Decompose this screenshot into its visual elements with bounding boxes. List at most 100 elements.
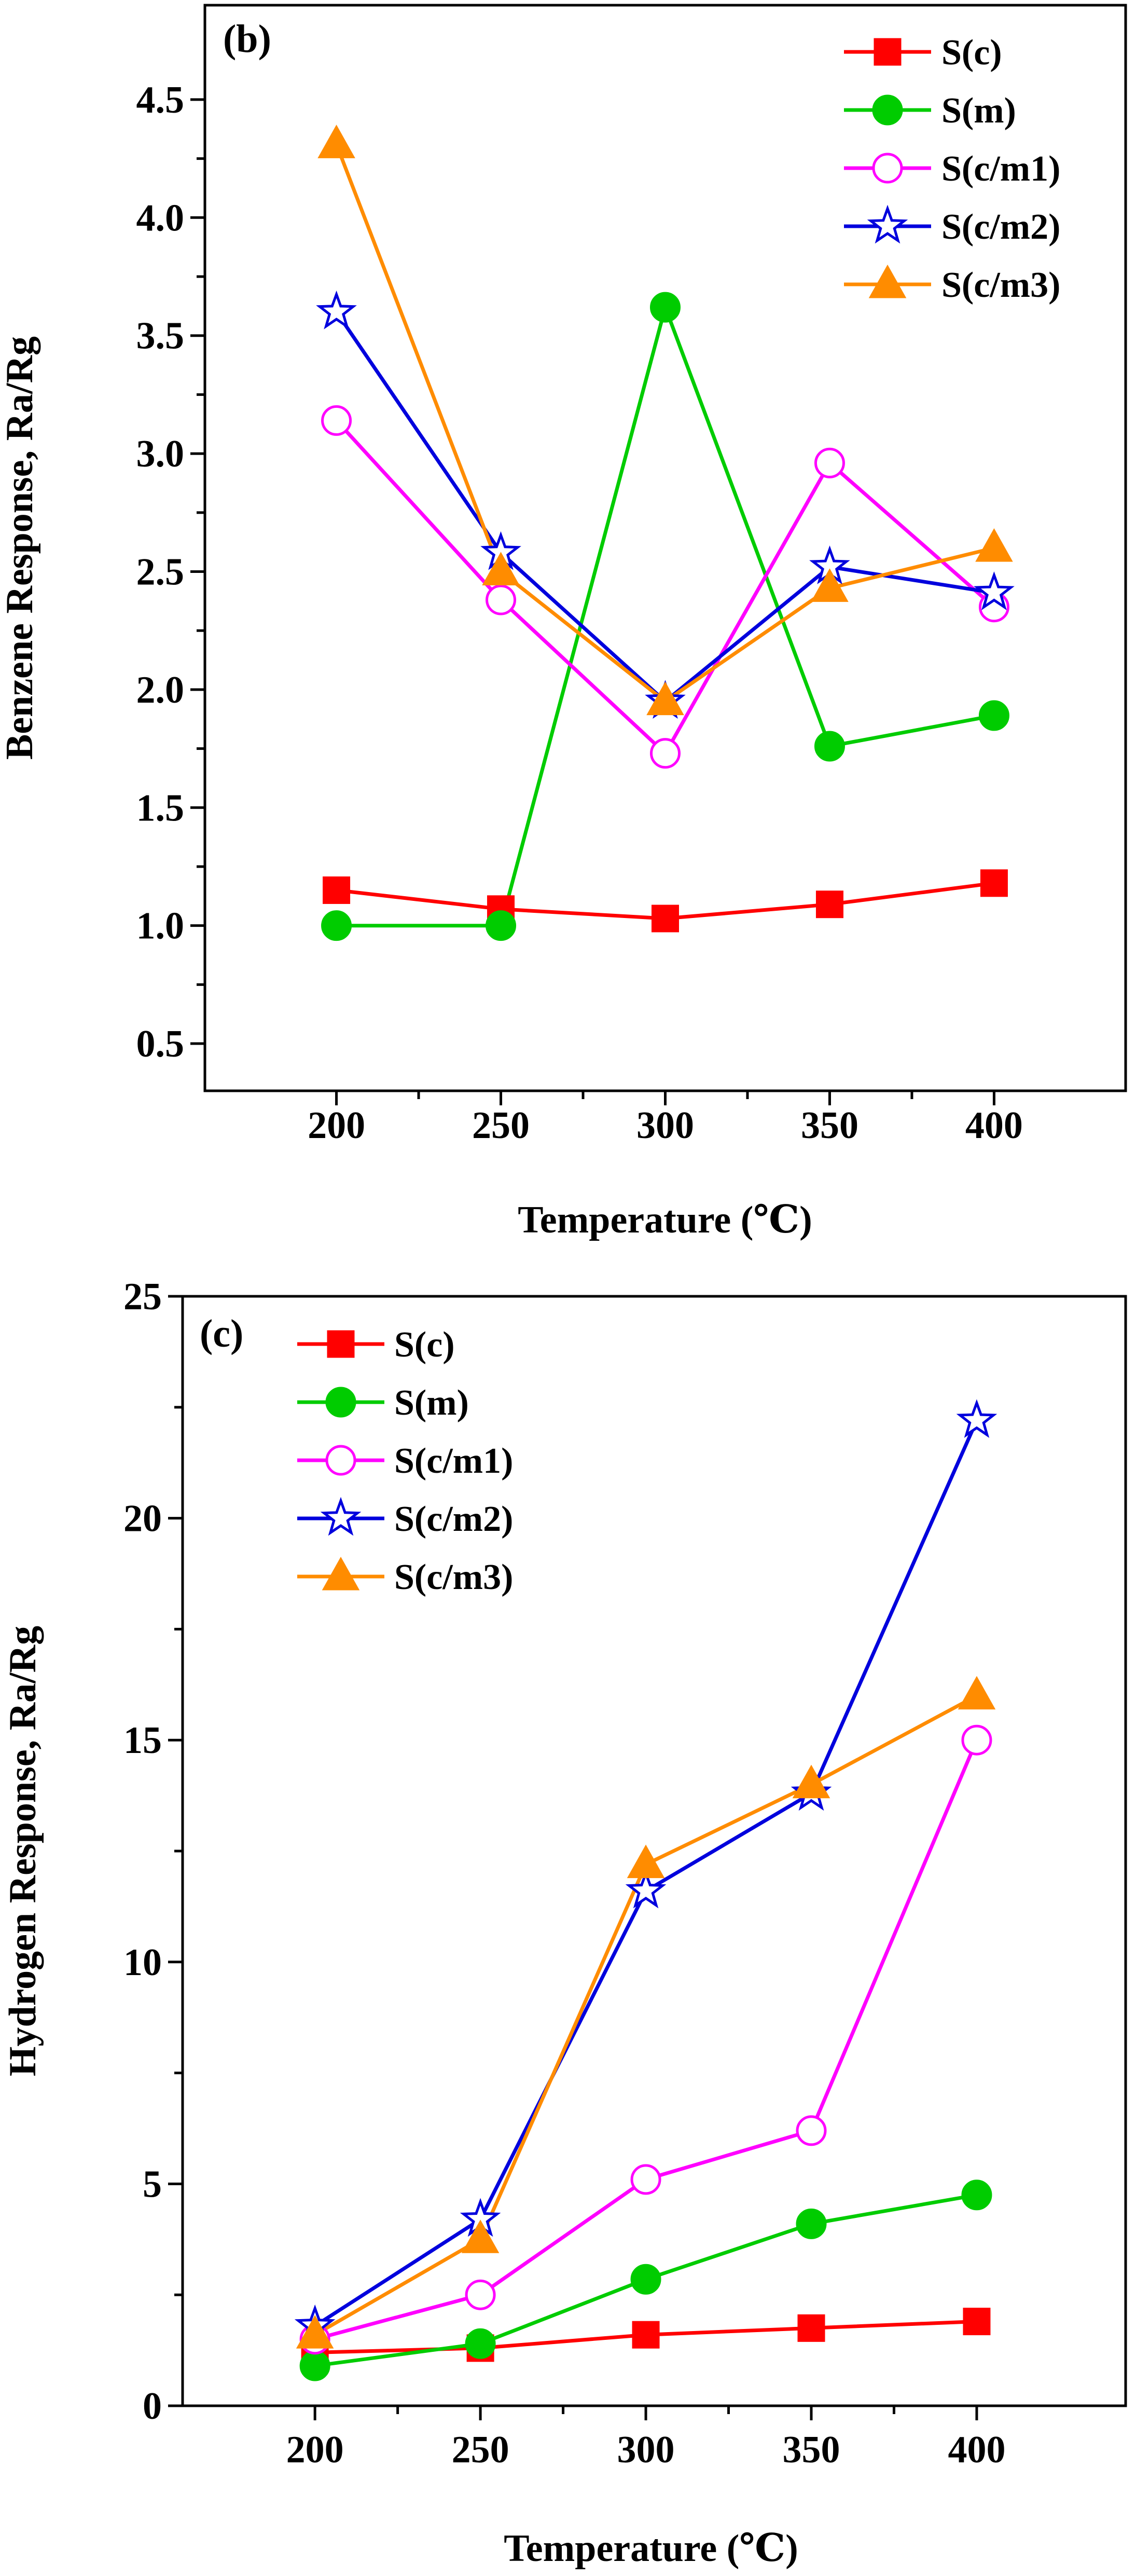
legend-item: S(c/m2) bbox=[297, 1497, 513, 1539]
y-tick-label: 3.0 bbox=[136, 433, 185, 475]
legend-marker bbox=[872, 153, 903, 184]
data-point bbox=[630, 2164, 661, 2195]
x-axis-title: Temperature (℃) bbox=[504, 2527, 798, 2570]
legend-label: S(c) bbox=[394, 1325, 455, 1365]
y-tick-label: 4.0 bbox=[136, 197, 185, 239]
x-tick-label: 300 bbox=[636, 1104, 694, 1147]
legend-marker bbox=[872, 94, 903, 126]
data-point bbox=[650, 292, 681, 323]
chart-panel-b: 200 250 300 350 400 0.5 1.0 1.5 2.0 2.5 3.0 3.5 4.0 4… bbox=[0, 4, 1127, 1241]
x-tick-label: 200 bbox=[286, 2429, 344, 2471]
legend-marker bbox=[325, 1387, 356, 1418]
series-line bbox=[314, 1694, 978, 2337]
data-point bbox=[814, 731, 845, 762]
legend-item: S(c/m1) bbox=[297, 1441, 513, 1481]
y-tick-label: 25 bbox=[123, 1276, 162, 1318]
series-S(c/m3) bbox=[314, 1694, 978, 2337]
legend-marker bbox=[322, 1556, 360, 1591]
x-tick-label: 400 bbox=[948, 2429, 1005, 2471]
data-point bbox=[980, 869, 1008, 897]
x-tick-label: 350 bbox=[801, 1104, 858, 1147]
plot-frame bbox=[181, 1295, 1127, 2407]
legend-item: S(c/m2) bbox=[844, 204, 1060, 247]
legend-item: S(c/m3) bbox=[297, 1556, 513, 1597]
data-point bbox=[627, 1844, 665, 1879]
data-point bbox=[815, 890, 843, 919]
data-point bbox=[792, 1764, 830, 1799]
data-point bbox=[465, 2279, 496, 2310]
series-markers-S(c) bbox=[301, 2308, 991, 2366]
data-point bbox=[796, 2208, 827, 2239]
legend-marker bbox=[320, 1497, 362, 1536]
y-tick-label: 1.5 bbox=[136, 787, 185, 829]
data-point bbox=[974, 571, 1015, 610]
data-point bbox=[961, 1724, 992, 1756]
legend-marker bbox=[867, 204, 908, 244]
data-point bbox=[323, 876, 351, 904]
legend-item: S(c/m3) bbox=[844, 264, 1060, 305]
y-tick-label: 15 bbox=[123, 1719, 162, 1762]
data-point bbox=[321, 405, 352, 436]
series-markers-S(c/m1) bbox=[299, 1724, 992, 2355]
data-point bbox=[796, 2115, 827, 2146]
series-S(c/m2) bbox=[335, 311, 994, 704]
y-tick-label: 5 bbox=[143, 2163, 162, 2205]
y-tick-label: 20 bbox=[123, 1498, 162, 1540]
data-point bbox=[486, 584, 517, 615]
legend-label: S(c/m3) bbox=[941, 265, 1060, 305]
data-point bbox=[978, 700, 1009, 731]
series-line bbox=[335, 311, 994, 704]
legend-label: S(m) bbox=[394, 1383, 469, 1423]
y-tick-label: 2.5 bbox=[136, 551, 185, 593]
legend-marker bbox=[868, 264, 907, 298]
legend-label: S(m) bbox=[941, 91, 1016, 131]
legend: S(c) S(m) S(c/m1) S(c/m2) S(c/m3) bbox=[297, 1325, 513, 1597]
x-tick-label: 300 bbox=[617, 2429, 675, 2471]
data-point bbox=[299, 2350, 330, 2381]
data-point bbox=[975, 528, 1013, 562]
x-tick-label: 200 bbox=[308, 1104, 365, 1147]
x-tick-label: 250 bbox=[472, 1104, 530, 1147]
legend-item: S(m) bbox=[297, 1383, 469, 1423]
data-point bbox=[632, 2321, 660, 2349]
legend-item: S(c) bbox=[297, 1325, 455, 1365]
data-point bbox=[646, 681, 684, 716]
series-markers-S(c/m3) bbox=[296, 1676, 996, 2349]
x-axis-title: Temperature (℃) bbox=[518, 1199, 812, 1241]
data-point bbox=[956, 1399, 998, 1438]
y-tick-label: 0.5 bbox=[136, 1023, 185, 1065]
data-point bbox=[625, 1869, 667, 1909]
legend-label: S(c/m2) bbox=[941, 207, 1060, 247]
data-point bbox=[963, 2308, 991, 2336]
y-tick-label: 4.5 bbox=[136, 79, 185, 121]
x-tick-label: 400 bbox=[965, 1104, 1023, 1147]
series-markers-S(c/m3) bbox=[317, 125, 1013, 716]
legend-label: S(c) bbox=[941, 33, 1002, 73]
y-tick-label: 10 bbox=[123, 1941, 162, 1984]
y-tick-label: 2.0 bbox=[136, 669, 185, 711]
y-tick-label: 0 bbox=[143, 2385, 162, 2428]
panel-label: (b) bbox=[223, 17, 271, 61]
y-tick-label: 3.5 bbox=[136, 315, 185, 358]
data-point bbox=[296, 2315, 334, 2349]
legend-marker bbox=[325, 1445, 356, 1476]
y-axis-title: Benzene Response, Ra/Rg bbox=[0, 336, 41, 760]
chart-panel-c: 200 250 300 350 400 0 5 10 15 20 25 Temperature (℃)… bbox=[2, 1276, 1127, 2570]
series-markers-S(c/m1) bbox=[321, 405, 1009, 769]
data-point bbox=[961, 2180, 992, 2211]
y-axis-title: Hydrogen Response, Ra/Rg bbox=[2, 1626, 44, 2076]
legend: S(c) S(m) S(c/m1) S(c/m2) S(c/m3) bbox=[844, 33, 1060, 305]
data-point bbox=[316, 290, 357, 330]
data-point bbox=[630, 2264, 661, 2295]
data-point bbox=[461, 2219, 500, 2253]
x-tick-label: 250 bbox=[452, 2429, 509, 2471]
legend-label: S(c/m1) bbox=[394, 1441, 513, 1481]
data-point bbox=[652, 905, 679, 933]
legend-label: S(c/m1) bbox=[941, 149, 1060, 189]
series-S(c/m1) bbox=[314, 1739, 979, 2341]
legend-item: S(c/m1) bbox=[844, 149, 1060, 189]
y-tick-label: 1.0 bbox=[136, 905, 185, 948]
data-point bbox=[811, 568, 849, 602]
data-point bbox=[958, 1676, 996, 1710]
